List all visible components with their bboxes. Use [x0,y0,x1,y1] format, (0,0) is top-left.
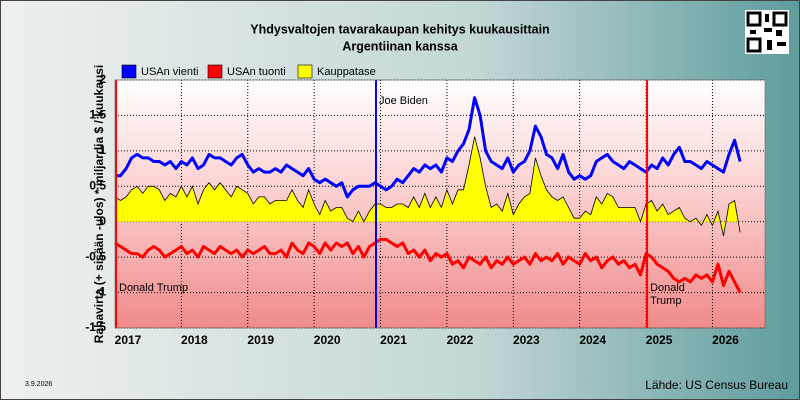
legend-label: Kauppatase [317,66,376,78]
y-tick-label: -1 [95,285,106,299]
qr-code [745,10,789,54]
event-label: Joe Biden [379,95,428,107]
date: 3.9.2026 [25,381,52,388]
balance-area [115,136,741,236]
x-tick-label: 2024 [579,333,606,347]
x-tick-label: 2026 [712,333,739,347]
legend-swatch [297,64,313,79]
y-tick-label: 2 [99,72,106,86]
balance-line [114,136,741,236]
y-tick-label: -0.5 [85,249,106,263]
series-line [115,96,742,199]
y-tick-label: 1.5 [89,108,106,122]
y-tick-label: 0.5 [89,178,106,192]
y-tick-label: 0 [99,214,106,228]
legend-swatch [207,64,223,79]
x-tick-label: 2017 [115,333,142,347]
x-tick-label: 2019 [247,333,274,347]
y-axis-label: Rahavirta (+ sisään -ulos) * miljardia $… [92,65,106,343]
x-tick-label: 2020 [314,333,341,347]
y-tick-label: 1 [99,143,106,157]
chart-title: Yhdysvaltojen tavarakaupan kehitys kuuka… [250,22,549,36]
source: Lähde: US Census Bureau [645,378,788,392]
plot-border [114,79,766,329]
legend-label: USAn tuonti [227,66,286,78]
x-tick-label: 2021 [380,333,407,347]
y-tick-label: -1.5 [85,320,106,334]
legend-swatch [121,64,137,79]
x-tick-label: 2018 [181,333,208,347]
x-tick-label: 2022 [447,333,474,347]
x-tick-label: 2025 [646,333,673,347]
legend-label: USAn vienti [141,66,198,78]
x-tick-label: 2023 [513,333,540,347]
event-label: Donald Trump [650,282,685,307]
chart-subtitle: Argentiinan kanssa [342,39,458,53]
event-label: Donald Trump [119,282,188,294]
series-line [114,237,742,294]
